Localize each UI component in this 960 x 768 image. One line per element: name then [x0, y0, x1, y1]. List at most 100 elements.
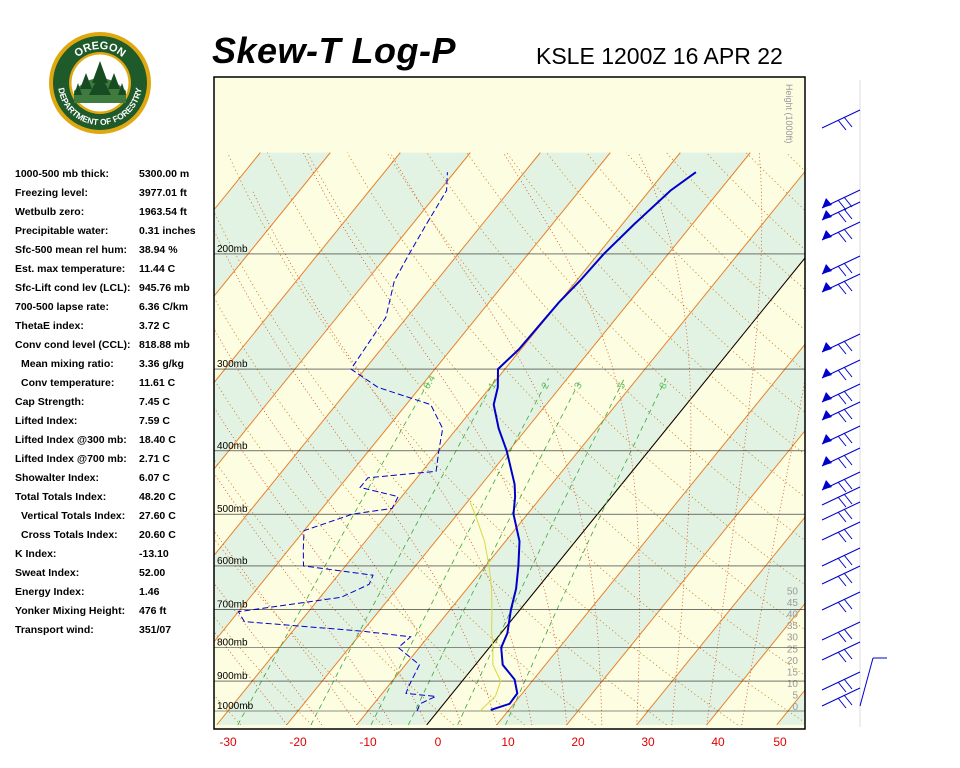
x-tick-label: 0	[435, 735, 442, 749]
height-tick-label: 50	[787, 587, 799, 598]
isotherm-line	[566, 429, 805, 726]
index-value: 1963.54 ft	[139, 206, 187, 218]
height-tick-label: 20	[787, 656, 799, 667]
wind-barb	[821, 671, 861, 693]
wind-barb	[821, 333, 861, 355]
dry-adiabat	[866, 153, 960, 725]
pressure-label: 200mb	[217, 244, 248, 255]
isotherm-line	[706, 602, 805, 726]
x-tick-label: 40	[711, 735, 725, 749]
index-value: 351/07	[139, 624, 172, 636]
pressure-label: 700mb	[217, 600, 248, 611]
isotherm-line	[847, 153, 960, 725]
index-value: 18.40 C	[139, 434, 176, 446]
wind-barb	[821, 687, 861, 709]
index-label: Freezing level:	[15, 187, 88, 199]
wind-barb	[821, 565, 861, 587]
index-value: 11.61 C	[139, 377, 176, 389]
index-value: 7.45 C	[139, 396, 170, 408]
index-value: 48.20 C	[139, 491, 176, 503]
pressure-label: 800mb	[217, 638, 248, 649]
svg-text:OREGON: OREGON	[72, 40, 127, 60]
index-value: 818.88 mb	[139, 339, 190, 351]
index-label: Conv cond level (CCL):	[15, 339, 131, 351]
isotherm-line	[286, 152, 751, 726]
mixing-ratio-line	[310, 378, 496, 726]
wind-barb	[821, 471, 861, 493]
index-label: Sweat Index:	[15, 567, 80, 579]
dry-adiabat	[346, 152, 805, 631]
dry-adiabat	[306, 152, 805, 677]
index-value: 3.36 g/kg	[139, 358, 184, 370]
index-label: 700-500 lapse rate:	[15, 301, 109, 313]
isotherm-line	[214, 152, 401, 384]
temperature-band	[216, 152, 751, 725]
pressure-label: 500mb	[217, 504, 248, 515]
wind-barb-surface	[859, 657, 887, 707]
isotherm-line	[214, 152, 541, 557]
moist-adiabat	[214, 327, 463, 726]
x-tick-label: -30	[219, 735, 237, 749]
wind-barb	[821, 521, 861, 543]
wind-barb	[821, 641, 861, 663]
dry-adiabat	[214, 537, 383, 726]
index-label: Conv temperature:	[21, 377, 115, 389]
temperature-band	[0, 153, 190, 725]
index-value: 1.46	[139, 586, 160, 598]
mixing-ratio-line	[457, 378, 625, 726]
pressure-label: 1000mb	[217, 701, 254, 712]
dry-adiabat	[785, 152, 805, 172]
height-tick-label: 35	[787, 621, 799, 632]
index-value: 7.59 C	[139, 415, 170, 427]
height-tick-label: 5	[792, 690, 798, 701]
wind-barb	[821, 189, 861, 211]
pressure-label: 300mb	[217, 359, 248, 370]
logo-top-text: OREGON	[72, 40, 127, 60]
index-value: 3.72 C	[139, 320, 170, 332]
dry-adiabat	[426, 152, 805, 541]
moist-adiabat	[214, 229, 498, 726]
wind-barb	[821, 273, 861, 295]
wind-barb	[821, 547, 861, 569]
index-label: 1000-500 mb thick:	[15, 168, 109, 180]
index-value: 6.36 C/km	[139, 301, 189, 313]
index-label: Yonker Mixing Height:	[15, 605, 126, 617]
index-label: Est. max temperature:	[15, 263, 126, 275]
index-label: Sfc-500 mean rel hum:	[15, 244, 128, 256]
index-label: Mean mixing ratio:	[21, 358, 114, 370]
pressure-label: 600mb	[217, 556, 248, 567]
x-tick-label: -20	[289, 735, 307, 749]
mixing-ratio-label: 1	[487, 380, 500, 391]
moist-adiabat	[502, 152, 641, 725]
height-tick-label: 25	[787, 644, 799, 655]
index-value: 6.07 C	[139, 472, 170, 484]
wind-barb	[821, 359, 861, 381]
wind-barb	[821, 383, 861, 405]
moist-adiabat	[214, 530, 358, 726]
wind-barb	[821, 447, 861, 469]
dry-adiabat	[586, 152, 805, 372]
index-label: Lifted Index:	[15, 415, 78, 427]
index-value: 52.00	[139, 567, 166, 579]
index-value: 38.94 %	[139, 244, 178, 256]
wind-barb	[821, 425, 861, 447]
index-value: 2.71 C	[139, 453, 170, 465]
isotherm-line	[0, 153, 120, 725]
dry-adiabat	[214, 378, 525, 726]
sounding-series	[469, 502, 502, 712]
plot-border	[213, 76, 806, 730]
sounding-series	[237, 172, 448, 712]
index-label: ThetaE index:	[15, 320, 84, 332]
index-label: Cross Totals Index:	[21, 529, 118, 541]
pressure-label: 900mb	[217, 671, 248, 682]
index-label: Lifted Index @300 mb:	[15, 434, 127, 446]
index-label: Total Totals Index:	[15, 491, 107, 503]
pressure-label: 400mb	[217, 441, 248, 452]
wind-barb	[821, 486, 861, 508]
dry-adiabat	[506, 152, 805, 455]
index-label: Lifted Index @700 mb:	[15, 453, 127, 465]
chart-title: Skew-T Log-P	[212, 30, 457, 71]
index-value: 20.60 C	[139, 529, 176, 541]
wind-barb	[821, 201, 861, 223]
